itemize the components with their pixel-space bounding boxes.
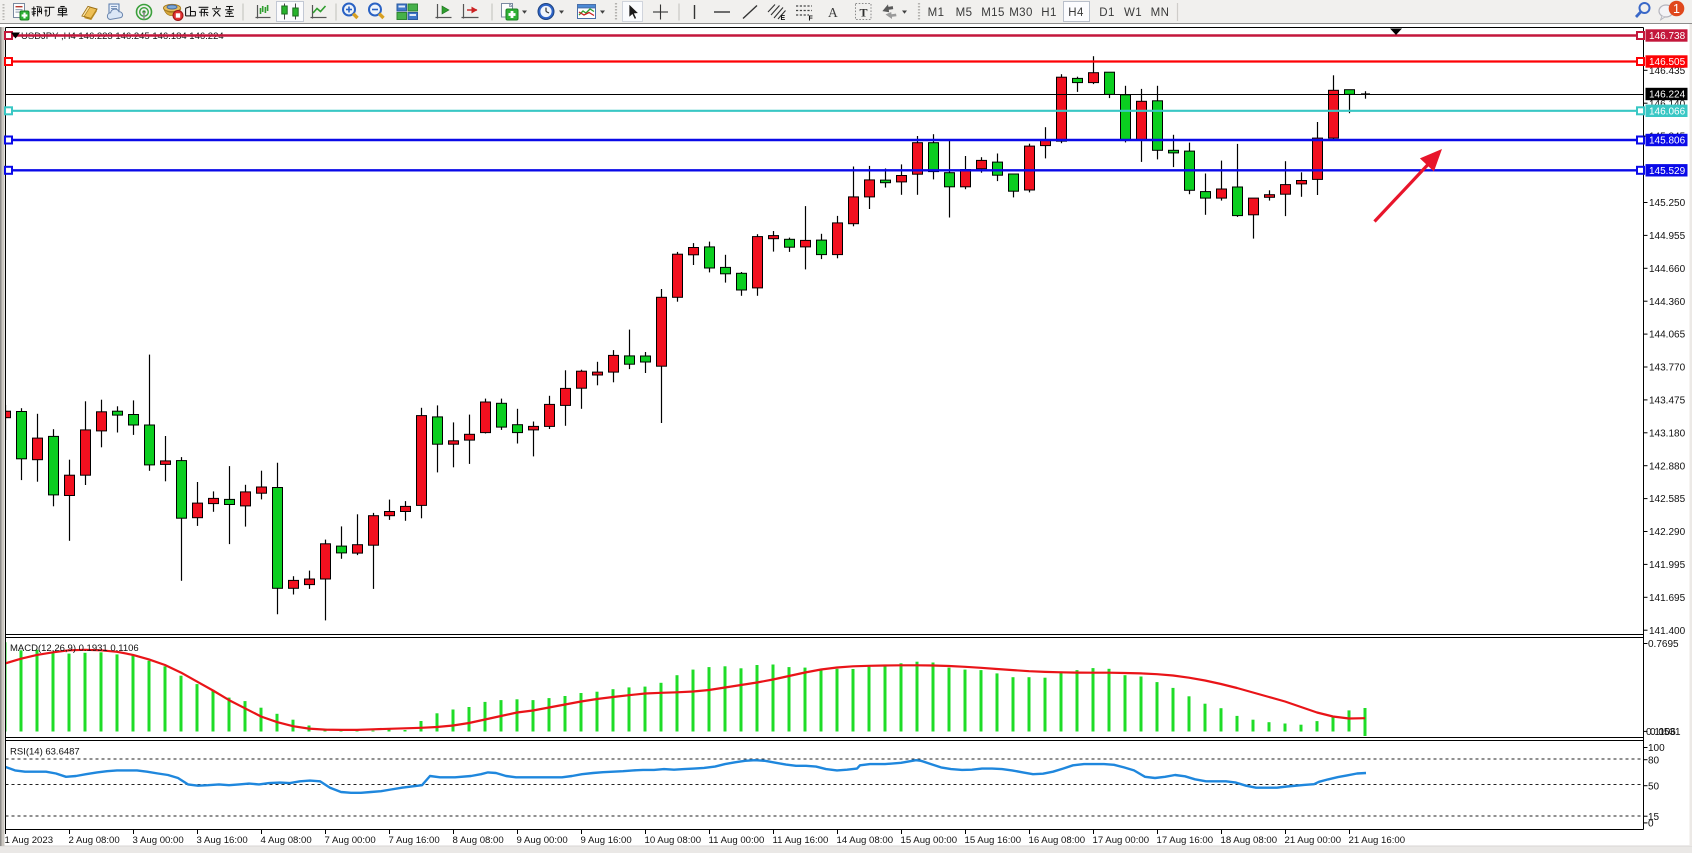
- svg-text:144.955: 144.955: [1649, 231, 1686, 242]
- svg-text:16 Aug 08:00: 16 Aug 08:00: [1029, 835, 1086, 846]
- svg-text:17 Aug 16:00: 17 Aug 16:00: [1157, 835, 1214, 846]
- svg-text:MACD(12,26,9) 0.1931 0.1106: MACD(12,26,9) 0.1931 0.1106: [10, 643, 139, 654]
- svg-text:1: 1: [1673, 2, 1680, 16]
- svg-text:0.0531: 0.0531: [1650, 727, 1681, 738]
- svg-text:D1: D1: [1099, 7, 1115, 19]
- svg-text:143.770: 143.770: [1649, 363, 1686, 374]
- svg-text:21 Aug 00:00: 21 Aug 00:00: [1285, 835, 1342, 846]
- svg-text:M5: M5: [956, 7, 973, 19]
- svg-text:50: 50: [1648, 781, 1660, 792]
- svg-text:142.585: 142.585: [1649, 494, 1686, 505]
- svg-text:146.224: 146.224: [1649, 90, 1686, 101]
- svg-text:142.880: 142.880: [1649, 461, 1686, 472]
- svg-text:M15: M15: [981, 7, 1005, 19]
- svg-text:15 Aug 00:00: 15 Aug 00:00: [901, 835, 958, 846]
- svg-text:141.400: 141.400: [1649, 626, 1686, 637]
- svg-text:144.660: 144.660: [1649, 264, 1686, 275]
- svg-text:0.7695: 0.7695: [1648, 639, 1679, 650]
- svg-text:146.435: 146.435: [1649, 66, 1686, 77]
- svg-text:7 Aug 16:00: 7 Aug 16:00: [389, 835, 440, 846]
- svg-text:H1: H1: [1041, 7, 1057, 19]
- svg-text:17 Aug 00:00: 17 Aug 00:00: [1093, 835, 1150, 846]
- svg-text:145.806: 145.806: [1649, 136, 1686, 147]
- svg-text:T: T: [860, 6, 868, 20]
- svg-text:15 Aug 16:00: 15 Aug 16:00: [965, 835, 1022, 846]
- svg-text:0.1106: 0.1106: [1646, 727, 1676, 738]
- svg-text:11 Aug 16:00: 11 Aug 16:00: [773, 835, 829, 846]
- svg-text:145.250: 145.250: [1649, 198, 1686, 209]
- svg-text:145.529: 145.529: [1649, 166, 1686, 177]
- svg-text:9 Aug 00:00: 9 Aug 00:00: [517, 835, 568, 846]
- svg-text:A: A: [828, 5, 838, 20]
- svg-text:E: E: [781, 15, 786, 22]
- svg-text:15: 15: [1648, 812, 1660, 823]
- svg-text:H4: H4: [1068, 7, 1084, 19]
- svg-text:8 Aug 08:00: 8 Aug 08:00: [453, 835, 504, 846]
- svg-text:143.475: 143.475: [1649, 396, 1686, 407]
- svg-text:146.505: 146.505: [1649, 57, 1686, 68]
- svg-text:1 Aug 2023: 1 Aug 2023: [5, 835, 54, 846]
- svg-text:0: 0: [1648, 819, 1654, 830]
- svg-text:W1: W1: [1124, 7, 1142, 19]
- svg-text:141.695: 141.695: [1649, 593, 1686, 604]
- svg-text:F: F: [809, 16, 814, 23]
- svg-text:143.180: 143.180: [1649, 428, 1686, 439]
- svg-text:146.066: 146.066: [1649, 107, 1686, 118]
- svg-text:144.065: 144.065: [1649, 330, 1686, 341]
- svg-text:21 Aug 16:00: 21 Aug 16:00: [1349, 835, 1406, 846]
- svg-text:144.360: 144.360: [1649, 297, 1686, 308]
- svg-text:146.140: 146.140: [1649, 99, 1686, 110]
- svg-text:9 Aug 16:00: 9 Aug 16:00: [581, 835, 632, 846]
- svg-text:7 Aug 00:00: 7 Aug 00:00: [325, 835, 376, 846]
- svg-text:100: 100: [1648, 743, 1665, 754]
- svg-text:4 Aug 08:00: 4 Aug 08:00: [261, 835, 312, 846]
- svg-text:3 Aug 16:00: 3 Aug 16:00: [197, 835, 248, 846]
- svg-text:RSI(14) 63.6487: RSI(14) 63.6487: [10, 747, 80, 758]
- svg-text:M1: M1: [928, 7, 945, 19]
- svg-text:14 Aug 08:00: 14 Aug 08:00: [837, 835, 894, 846]
- svg-text:3 Aug 00:00: 3 Aug 00:00: [133, 835, 184, 846]
- svg-text:142.290: 142.290: [1649, 527, 1686, 538]
- svg-text:M30: M30: [1009, 7, 1033, 19]
- svg-text:146.738: 146.738: [1649, 31, 1686, 42]
- svg-text:2 Aug 08:00: 2 Aug 08:00: [69, 835, 120, 846]
- svg-text:10 Aug 08:00: 10 Aug 08:00: [645, 835, 702, 846]
- svg-text:141.995: 141.995: [1649, 560, 1686, 571]
- svg-text:80: 80: [1648, 755, 1660, 766]
- svg-text:11 Aug 00:00: 11 Aug 00:00: [709, 835, 765, 846]
- svg-text:18 Aug 08:00: 18 Aug 08:00: [1221, 835, 1278, 846]
- svg-text:MN: MN: [1151, 7, 1170, 19]
